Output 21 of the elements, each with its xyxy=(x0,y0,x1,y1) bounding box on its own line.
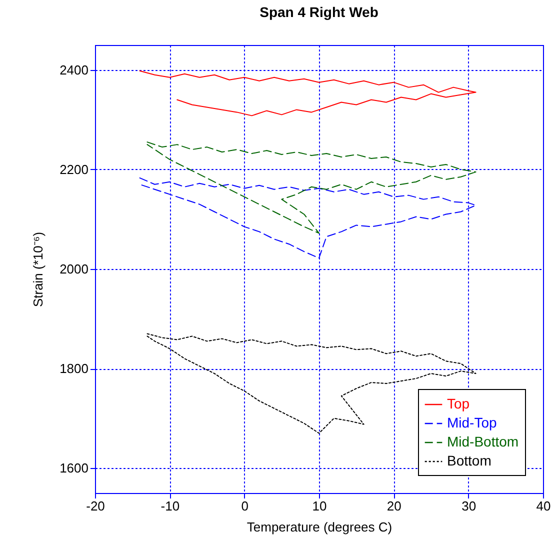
x-tick-label: 0 xyxy=(241,498,248,514)
x-tick-label: -10 xyxy=(160,498,180,514)
y-tick-label: 1800 xyxy=(60,361,88,376)
y-tick-label: 2200 xyxy=(60,162,88,177)
chart-title: Span 4 Right Web xyxy=(260,4,378,20)
line-series xyxy=(139,70,476,116)
x-tick-label: -20 xyxy=(86,498,105,514)
legend-label: Mid-Top xyxy=(447,414,498,430)
y-tick-label: 2000 xyxy=(60,262,88,276)
legend-label: Top xyxy=(447,396,470,412)
x-tick-label: 20 xyxy=(386,498,402,514)
y-tick-label: 1600 xyxy=(60,460,88,476)
legend-label: Mid-Bottom xyxy=(447,434,519,450)
x-tick-label: 40 xyxy=(536,498,551,514)
x-tick-label: 10 xyxy=(312,498,327,514)
legend-label: Bottom xyxy=(447,452,492,468)
line-series xyxy=(146,142,476,234)
y-tick-label: 2400 xyxy=(60,62,88,78)
y-axis-title: Strain (*10⁻⁶) xyxy=(30,232,46,308)
x-axis-title: Temperature (degrees C) xyxy=(246,520,392,534)
x-tick-label: 30 xyxy=(462,498,476,514)
